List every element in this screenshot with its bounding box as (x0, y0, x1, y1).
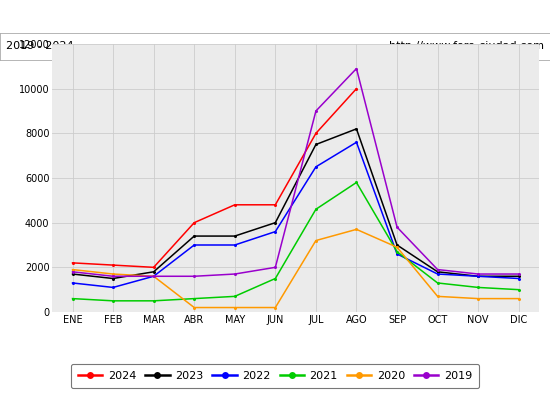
Text: 2019 - 2024: 2019 - 2024 (6, 41, 73, 51)
Legend: 2024, 2023, 2022, 2021, 2020, 2019: 2024, 2023, 2022, 2021, 2020, 2019 (72, 364, 478, 388)
Text: http://www.foro-ciudad.com: http://www.foro-ciudad.com (389, 41, 544, 51)
Text: Evolucion Nº Turistas Extranjeros en el municipio de Calafell: Evolucion Nº Turistas Extranjeros en el … (66, 9, 484, 23)
